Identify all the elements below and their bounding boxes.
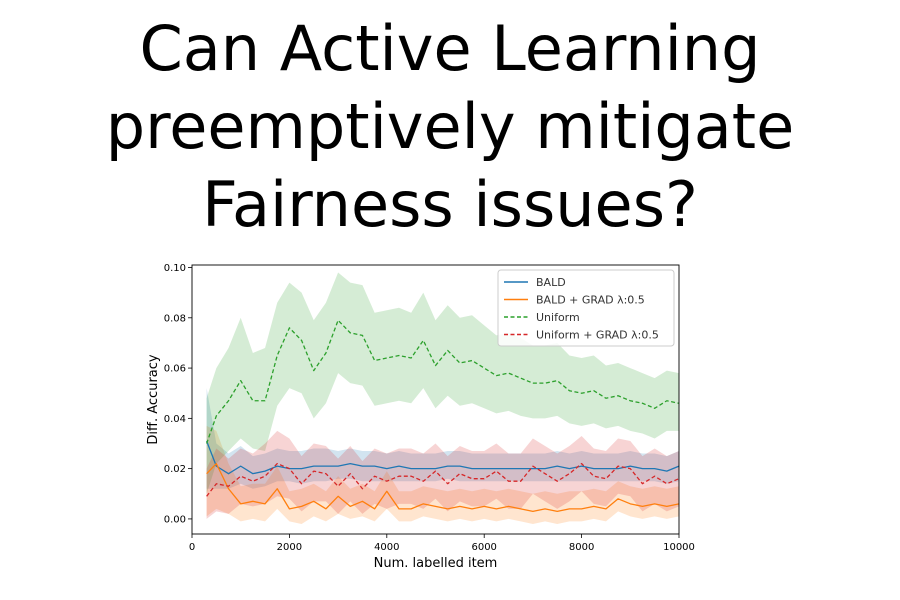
legend-items: BALD BALD + GRAD λ:0.5 Uniform Uniform + GR… xyxy=(504,276,659,342)
legend-label-uniform-grad-0-5: Uniform + GRAD λ:0.5 xyxy=(536,329,659,342)
legend-label-uniform: Uniform xyxy=(536,311,580,324)
x-tick-label: 4000 xyxy=(374,542,399,553)
uniform-grad-0-5-band xyxy=(206,430,680,519)
legend-label-bald: BALD xyxy=(536,276,566,289)
x-axis: 0 2000 4000 6000 8000 10000 xyxy=(189,534,695,553)
y-tick-label: 0.06 xyxy=(164,364,186,375)
bald-grad-0-5-band xyxy=(206,425,680,524)
uniform-grad-0-5-line xyxy=(206,462,680,497)
bald-band xyxy=(206,388,680,489)
y-tick-label: 0.00 xyxy=(164,514,186,525)
uniform-line xyxy=(205,319,680,444)
y-tick-label: 0.08 xyxy=(164,313,186,324)
slide-title-line-2: preemptively mitigate xyxy=(105,90,795,163)
series-lines xyxy=(205,319,680,513)
x-tick-label: 10000 xyxy=(663,542,695,553)
x-axis-label: Num. labelled item xyxy=(374,556,498,571)
y-tick-label: 0.10 xyxy=(164,263,186,274)
x-tick-label: 2000 xyxy=(277,542,302,553)
x-tick-label: 6000 xyxy=(471,542,496,553)
y-tick-label: 0.02 xyxy=(164,464,186,475)
x-tick-label: 0 xyxy=(189,542,195,553)
uniform-band xyxy=(206,272,680,494)
y-tick-label: 0.04 xyxy=(164,414,186,425)
x-tick-label: 8000 xyxy=(569,542,594,553)
y-axis: 0.00 0.02 0.04 0.06 0.08 0.10 xyxy=(164,263,192,525)
y-axis-label: Diff. Accuracy xyxy=(146,354,161,445)
bald-grad-0-5-line xyxy=(206,462,680,513)
legend: BALD BALD + GRAD λ:0.5 Uniform Uniform + GR… xyxy=(497,269,675,347)
slide-title-line-1: Can Active Learning xyxy=(139,12,761,85)
legend-box xyxy=(497,269,675,347)
legend-label-bald-grad-0-5: BALD + GRAD λ:0.5 xyxy=(536,294,645,307)
bald-line xyxy=(206,440,680,475)
plot-frame xyxy=(191,264,680,535)
slide-title-line-3: Fairness issues? xyxy=(202,168,698,241)
confidence-bands xyxy=(206,272,680,524)
